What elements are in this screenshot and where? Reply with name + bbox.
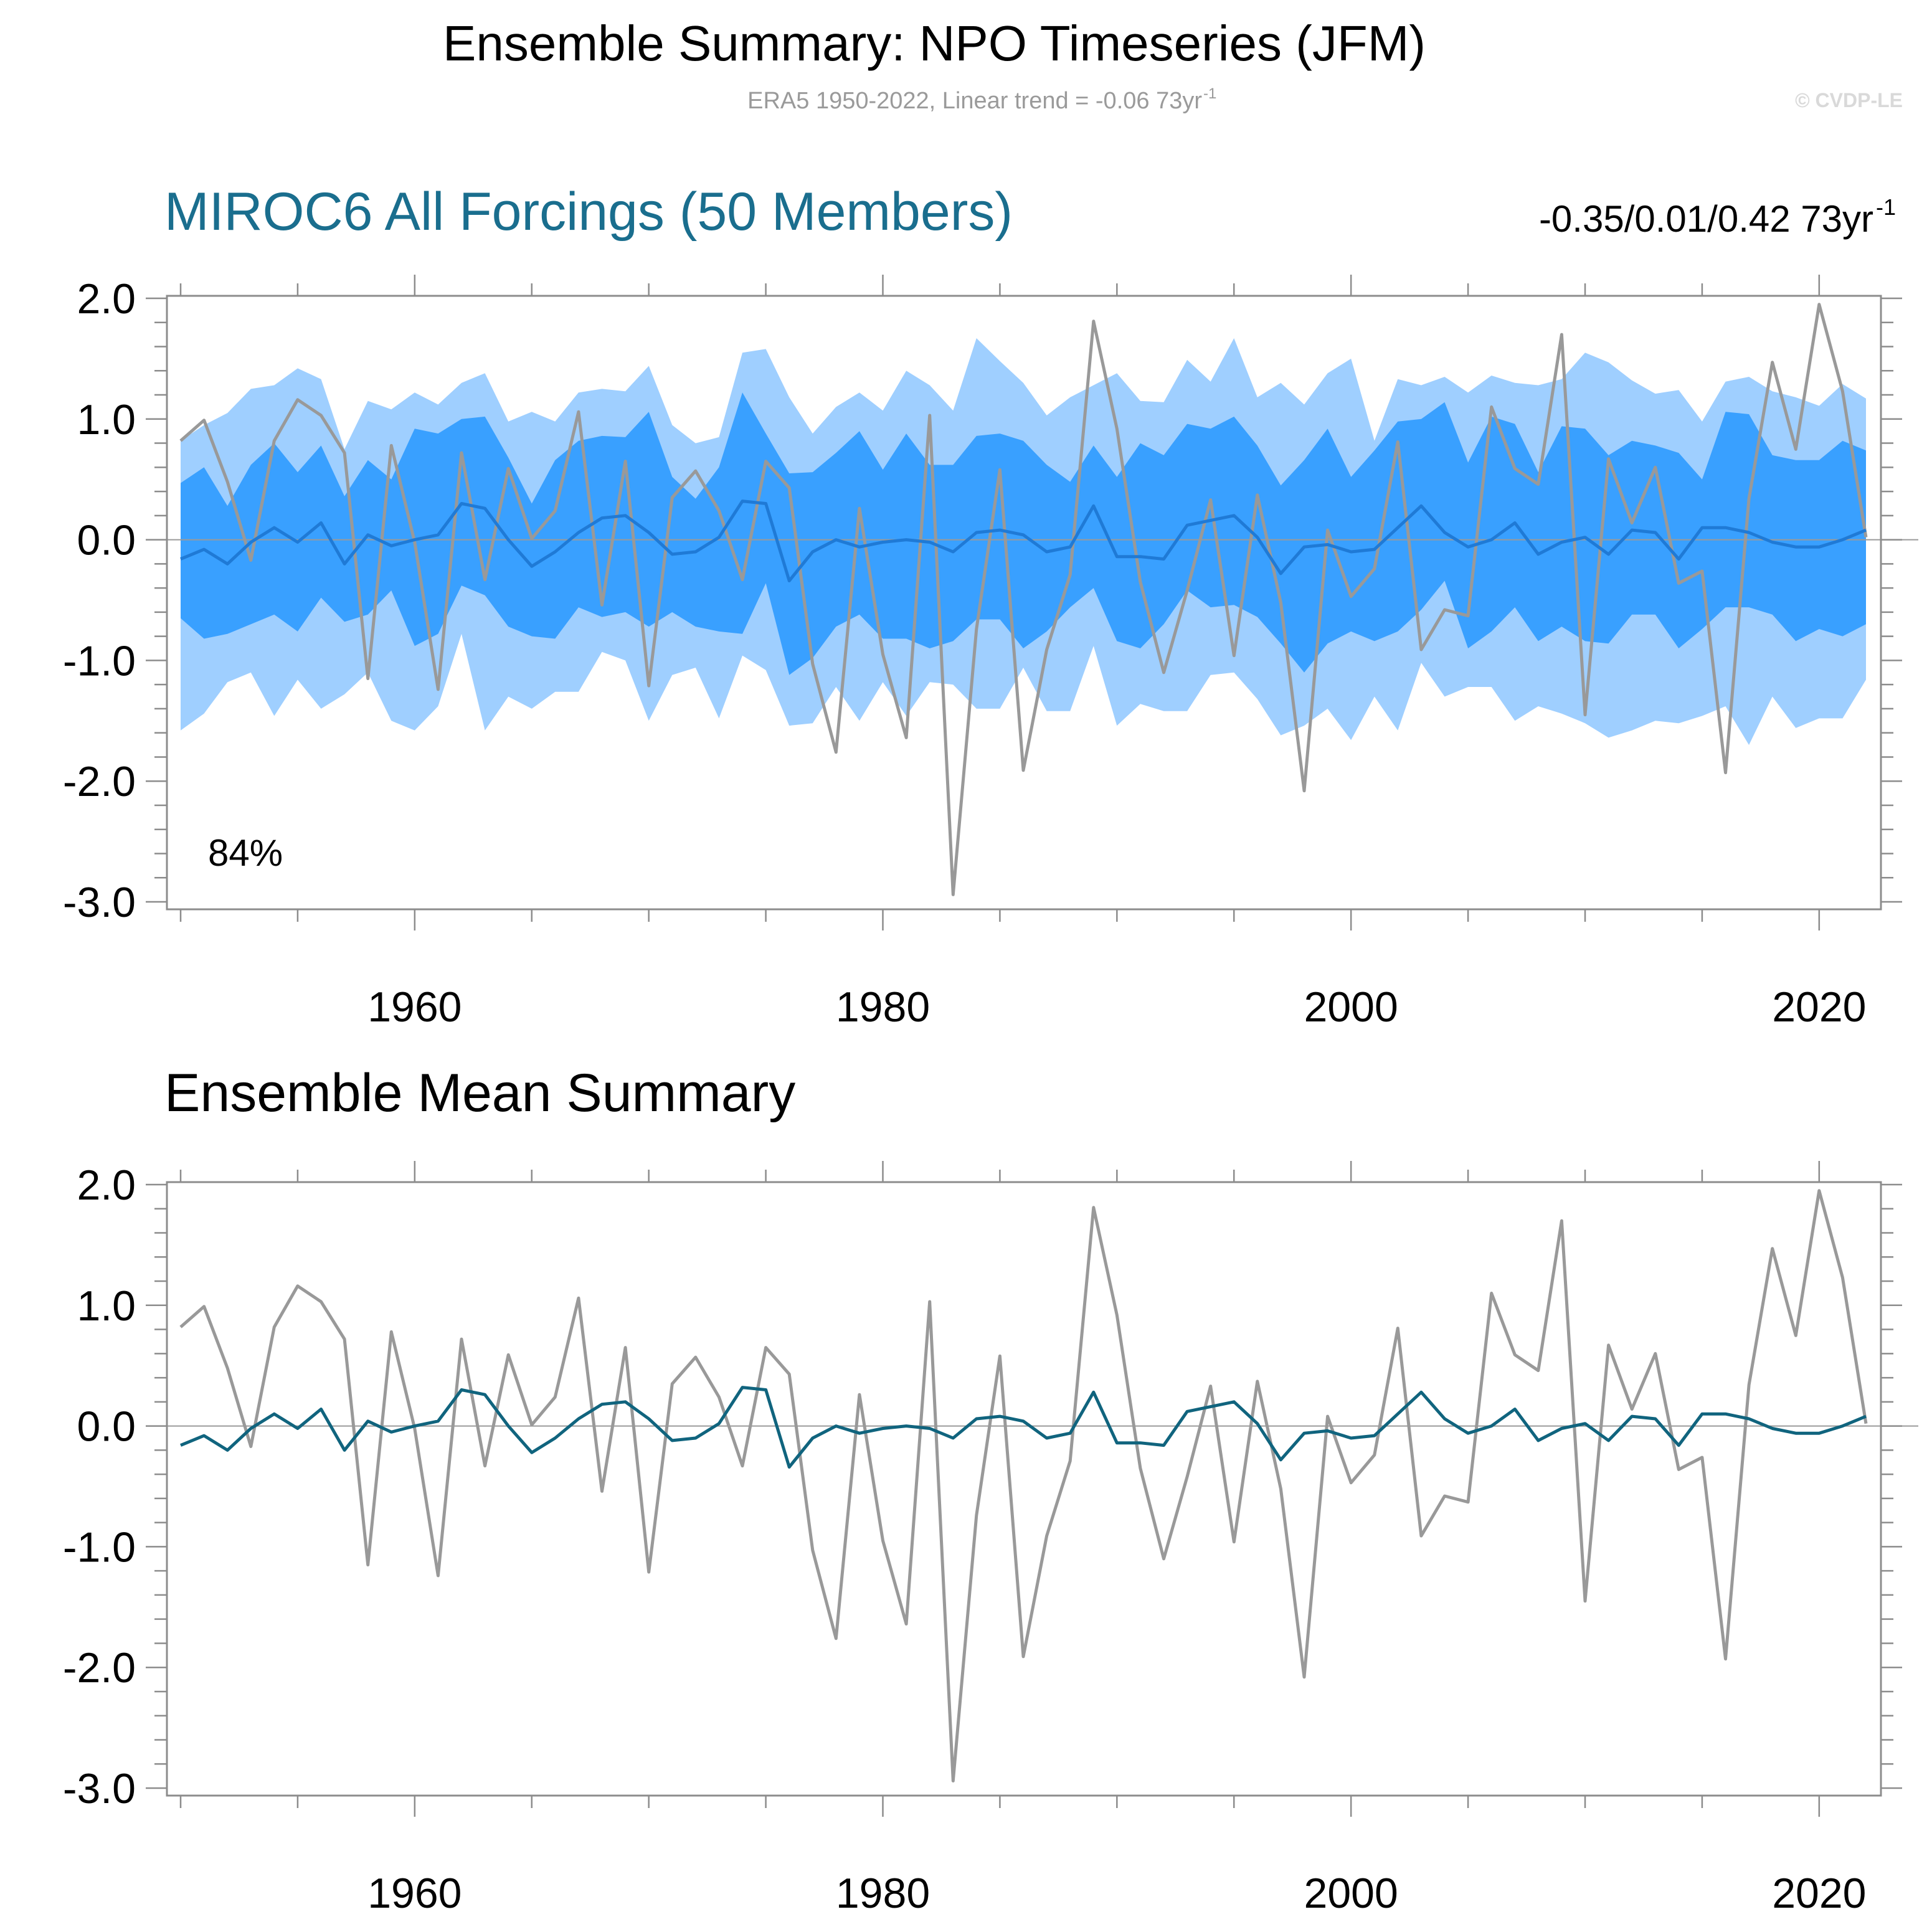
panel-2-y-tick-label: 2.0 bbox=[77, 1162, 136, 1209]
panel-1-y-tick-label: -2.0 bbox=[63, 758, 136, 805]
chart-subtitle-superscript: -1 bbox=[1203, 85, 1216, 102]
panel-2-y-tick-label: -1.0 bbox=[63, 1523, 136, 1571]
panel-1-percent-annotation: 84% bbox=[208, 832, 283, 874]
panel-1-plot: 2.0 1.0 0.0 -1.0 -2.0 -3.0 1960 1980 2000 2020 84% bbox=[63, 275, 1918, 1031]
panel-1-trend-range-superscript: -1 bbox=[1876, 194, 1896, 220]
panel-2-x-tick-label: 1980 bbox=[836, 1870, 930, 1917]
panel-1-y-tick-label: -1.0 bbox=[63, 637, 136, 684]
panel-2-series-ensemble-mean-line bbox=[180, 1386, 1867, 1469]
panel-1-x-tick-label: 1980 bbox=[836, 983, 930, 1031]
panel-1-observations-line bbox=[179, 303, 1868, 896]
watermark: © CVDP-LE bbox=[1795, 89, 1903, 111]
panel-1-title: MIROC6 All Forcings (50 Members) bbox=[164, 182, 1013, 242]
panel-2-x-tick-label: 2020 bbox=[1772, 1870, 1866, 1917]
panel-1-x-tick-label: 1960 bbox=[367, 983, 462, 1031]
panel-1-x-tick-label: 2020 bbox=[1772, 983, 1866, 1031]
panel-2-title: Ensemble Mean Summary bbox=[164, 1063, 795, 1123]
panel-2-x-tick-label: 2000 bbox=[1304, 1870, 1398, 1917]
panel-2-y-tick-label: 0.0 bbox=[77, 1403, 136, 1451]
panel-2-series-observations-line bbox=[179, 1189, 1868, 1783]
panel-1-y-tick-label: -3.0 bbox=[63, 879, 136, 926]
panel-1-x-tick-label: 2000 bbox=[1304, 983, 1398, 1031]
chart-subtitle: ERA5 1950-2022, Linear trend = -0.06 73y… bbox=[747, 88, 1202, 114]
panel-2-y-tick-label: 1.0 bbox=[77, 1282, 136, 1330]
panel-1-y-tick-label: 1.0 bbox=[77, 396, 136, 443]
panel-2-plot: 2.0 1.0 0.0 -1.0 -2.0 -3.0 1960 1980 2000 2020 bbox=[63, 1161, 1918, 1917]
panel-1-trend-range: -0.35/0.01/0.42 73yr bbox=[1539, 198, 1873, 240]
panel-1-frame bbox=[166, 295, 1882, 911]
panel-2-y-tick-label: -3.0 bbox=[63, 1765, 136, 1812]
panel-1-ensemble-mean-line bbox=[180, 500, 1867, 582]
chart-title: Ensemble Summary: NPO Timeseries (JFM) bbox=[443, 16, 1426, 71]
panel-2-y-tick-label: -2.0 bbox=[63, 1644, 136, 1692]
panel-2-x-tick-label: 1960 bbox=[367, 1870, 462, 1917]
panel-1-y-tick-label: 0.0 bbox=[77, 517, 136, 564]
panel-1-y-tick-label: 2.0 bbox=[77, 275, 136, 323]
panel-2-frame bbox=[166, 1181, 1882, 1797]
